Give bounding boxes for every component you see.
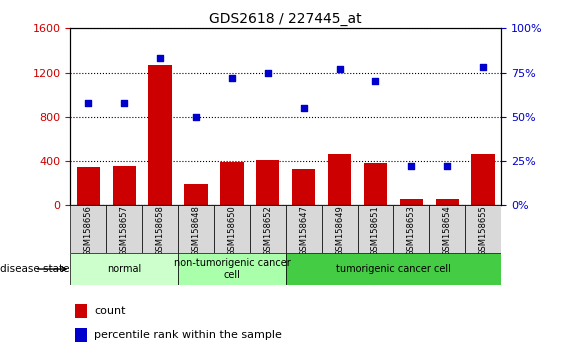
Text: normal: normal [107, 264, 141, 274]
Bar [75, 304, 87, 318]
Text: non-tumorigenic cancer
cell: non-tumorigenic cancer cell [173, 258, 291, 280]
FancyBboxPatch shape [394, 205, 430, 253]
Bar [75, 328, 87, 342]
Bar [77, 167, 100, 205]
Bar [220, 162, 244, 205]
Point [479, 64, 488, 70]
Text: GSM158649: GSM158649 [335, 205, 344, 256]
Text: GSM158658: GSM158658 [155, 205, 164, 256]
Bar [184, 184, 208, 205]
Text: GSM158656: GSM158656 [84, 205, 93, 256]
Bar [113, 166, 136, 205]
Point [155, 56, 164, 61]
Point [335, 66, 344, 72]
Bar [292, 169, 315, 205]
Point [407, 164, 416, 169]
Point [443, 164, 452, 169]
Point [227, 75, 236, 81]
Bar [436, 199, 459, 205]
Text: GSM158650: GSM158650 [227, 205, 236, 256]
Point [299, 105, 308, 111]
Text: count: count [94, 306, 126, 316]
FancyBboxPatch shape [178, 205, 214, 253]
FancyBboxPatch shape [70, 205, 106, 253]
Point [191, 114, 200, 120]
Point [120, 100, 129, 105]
FancyBboxPatch shape [214, 205, 250, 253]
Text: disease state: disease state [0, 264, 69, 274]
Bar [400, 199, 423, 205]
FancyBboxPatch shape [465, 205, 501, 253]
Text: GSM158651: GSM158651 [371, 205, 380, 256]
Bar [471, 154, 495, 205]
FancyBboxPatch shape [430, 205, 465, 253]
Point [371, 79, 380, 84]
Text: GSM158652: GSM158652 [263, 205, 272, 256]
Text: GSM158655: GSM158655 [479, 205, 488, 256]
FancyBboxPatch shape [358, 205, 394, 253]
Bar [256, 160, 279, 205]
Text: GSM158657: GSM158657 [120, 205, 129, 256]
Text: percentile rank within the sample: percentile rank within the sample [94, 330, 282, 340]
Bar [149, 65, 172, 205]
FancyBboxPatch shape [285, 205, 321, 253]
Text: GSM158654: GSM158654 [443, 205, 452, 256]
FancyBboxPatch shape [250, 205, 285, 253]
Text: tumorigenic cancer cell: tumorigenic cancer cell [336, 264, 451, 274]
Bar [364, 163, 387, 205]
Title: GDS2618 / 227445_at: GDS2618 / 227445_at [209, 12, 362, 26]
Text: GSM158647: GSM158647 [299, 205, 308, 256]
FancyBboxPatch shape [142, 205, 178, 253]
Text: GSM158648: GSM158648 [191, 205, 200, 256]
FancyBboxPatch shape [70, 253, 178, 285]
Bar [328, 154, 351, 205]
FancyBboxPatch shape [178, 253, 285, 285]
FancyBboxPatch shape [321, 205, 358, 253]
Point [263, 70, 272, 75]
FancyBboxPatch shape [106, 205, 142, 253]
Point [84, 100, 93, 105]
FancyBboxPatch shape [285, 253, 501, 285]
Text: GSM158653: GSM158653 [407, 205, 416, 256]
